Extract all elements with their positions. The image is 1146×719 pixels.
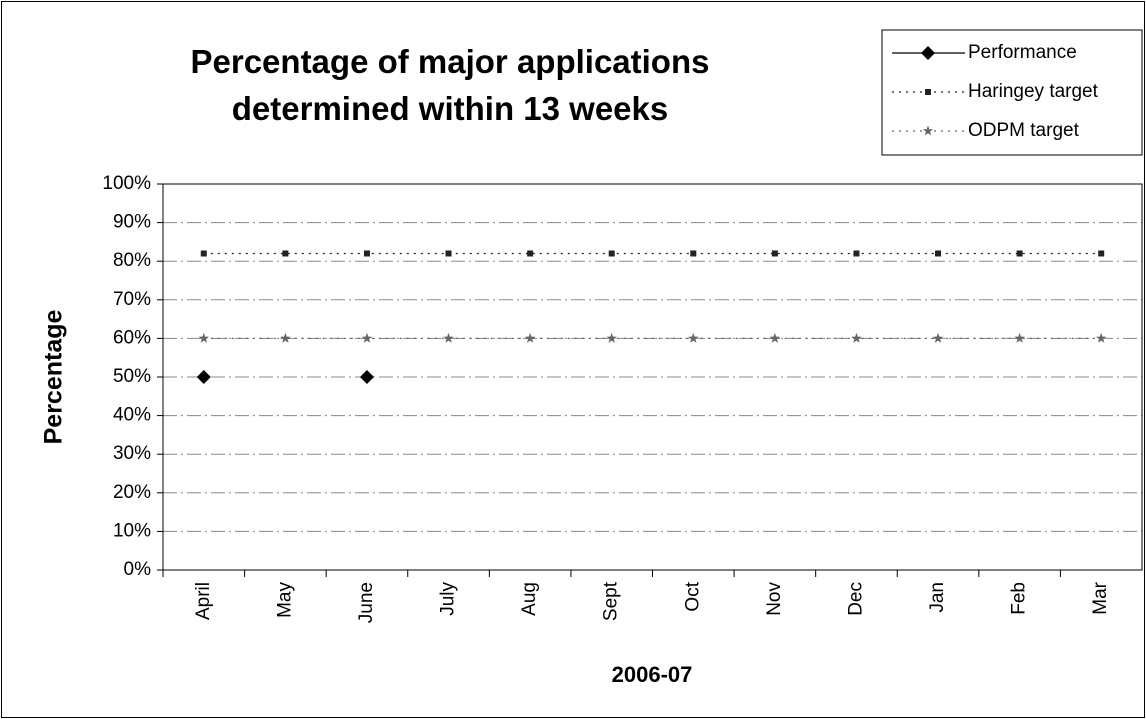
x-tick-label: June — [356, 582, 377, 623]
x-axis-label: 2006-07 — [612, 662, 693, 687]
x-tick-label: July — [438, 582, 459, 616]
y-tick-label: 30% — [113, 443, 151, 464]
y-tick-label: 90% — [113, 212, 151, 233]
marker-diamond — [196, 370, 211, 384]
marker-square — [925, 89, 931, 95]
y-tick-label: 20% — [113, 482, 151, 503]
x-tick-label: Jan — [927, 582, 948, 613]
y-tick-label: 70% — [113, 289, 151, 310]
marker-square — [771, 250, 778, 257]
y-tick-label: 50% — [113, 366, 151, 387]
marker-square — [853, 250, 860, 257]
marker-star — [1096, 332, 1107, 343]
legend-label: ODPM target — [968, 120, 1080, 141]
marker-star — [524, 332, 536, 343]
marker-star — [688, 332, 699, 343]
marker-square — [445, 250, 452, 257]
x-tick-label: Feb — [1009, 582, 1030, 615]
marker-diamond — [921, 46, 935, 60]
marker-square — [200, 250, 207, 257]
marker-star — [280, 332, 291, 343]
y-tick-label: 40% — [113, 405, 151, 426]
y-axis-label: Percentage — [40, 310, 68, 445]
x-tick-label: Nov — [764, 582, 785, 616]
y-tick-label: 10% — [113, 520, 151, 541]
marker-star — [443, 332, 454, 343]
x-tick-label: May — [274, 582, 295, 618]
x-tick-label: April — [193, 582, 214, 620]
marker-star — [922, 125, 934, 136]
marker-star — [198, 332, 209, 343]
marker-square — [527, 250, 534, 257]
x-tick-label: Sept — [601, 581, 622, 621]
x-tick-label: Oct — [682, 581, 703, 611]
legend-label: Performance — [968, 42, 1077, 63]
chart-title: Percentage of major applications determi… — [190, 43, 710, 127]
x-tick-label: Dec — [845, 582, 866, 616]
marker-square — [363, 250, 370, 257]
marker-star — [1014, 332, 1025, 343]
marker-star — [932, 332, 944, 343]
marker-star — [606, 332, 617, 343]
x-tick-label: Aug — [519, 582, 540, 616]
marker-star — [851, 332, 862, 343]
marker-square — [282, 250, 289, 257]
marker-star — [361, 332, 373, 343]
y-tick-label: 60% — [113, 327, 151, 348]
marker-square — [1098, 250, 1105, 257]
y-tick-label: 0% — [124, 559, 152, 580]
legend-label: Haringey target — [968, 81, 1099, 102]
x-tick-label: Mar — [1090, 581, 1111, 614]
marker-square — [690, 250, 697, 257]
marker-star — [769, 332, 781, 343]
marker-square — [1016, 250, 1023, 257]
y-tick-label: 80% — [113, 250, 151, 271]
marker-diamond — [359, 370, 374, 384]
marker-square — [935, 250, 942, 257]
y-tick-label: 100% — [102, 173, 151, 194]
marker-square — [608, 250, 615, 257]
